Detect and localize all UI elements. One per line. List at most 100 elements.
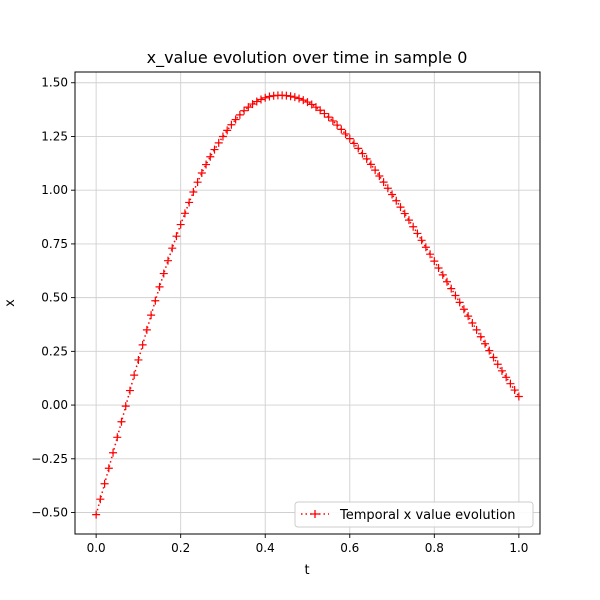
x-tick-label: 0.4 [256, 541, 275, 555]
data-point-marker [189, 188, 198, 197]
legend: Temporal x value evolution [294, 501, 534, 528]
data-point-marker [218, 132, 227, 141]
x-tick-label: 0.2 [171, 541, 190, 555]
data-point-marker [104, 464, 113, 473]
data-point-marker [206, 152, 215, 161]
data-point-marker [362, 154, 371, 163]
data-point-marker [320, 109, 329, 118]
data-point-marker [400, 209, 409, 218]
data-point-marker [476, 332, 485, 341]
y-tick-label: −0.50 [31, 506, 68, 520]
data-point-marker [409, 222, 418, 231]
data-point-marker [324, 113, 333, 122]
data-point-marker [240, 106, 249, 115]
y-axis-ticks: −0.50 −0.25 0.00 0.25 0.50 0.75 1.00 1.25 1.50 [31, 76, 75, 520]
data-point-marker [109, 448, 118, 457]
data-point-marker [100, 479, 109, 488]
data-point-marker [227, 120, 236, 129]
data-point-marker [164, 256, 172, 265]
x-tick-label: 1.0 [509, 541, 528, 555]
data-point-marker [147, 311, 156, 320]
x-axis-label: t [304, 563, 309, 578]
data-point-marker [286, 92, 295, 101]
legend-box [294, 501, 534, 528]
data-point-marker [202, 160, 211, 169]
y-axis-label: x [3, 299, 18, 307]
series-layer [92, 91, 523, 519]
data-point-marker [290, 93, 299, 102]
data-point-marker [92, 510, 101, 519]
data-point-marker [303, 98, 312, 107]
data-point-marker [497, 366, 506, 375]
data-point-marker [447, 284, 456, 293]
data-point-marker [113, 433, 122, 442]
data-point-marker [404, 216, 413, 225]
data-point-marker [472, 325, 481, 334]
data-point-marker [155, 282, 164, 291]
data-point-marker [481, 339, 490, 348]
data-point-marker [502, 373, 511, 382]
data-point-marker [214, 138, 223, 147]
data-point-marker [396, 203, 405, 212]
data-point-marker [421, 243, 430, 252]
data-point-marker [235, 110, 244, 119]
data-point-marker [257, 95, 265, 104]
data-point-marker [451, 291, 460, 300]
x-tick-label: 0.8 [425, 541, 444, 555]
y-tick-label: 1.25 [41, 129, 68, 143]
data-point-marker [514, 392, 523, 401]
legend-marker-plus-icon [311, 510, 319, 518]
data-point-marker [142, 325, 151, 334]
data-point-marker [130, 371, 139, 380]
data-point-marker [159, 269, 168, 278]
data-point-marker [443, 277, 451, 286]
data-point-marker [455, 298, 464, 307]
grid-lines [75, 72, 540, 534]
data-point-marker [197, 169, 206, 177]
data-point-marker [295, 94, 304, 103]
data-point-marker [180, 209, 189, 218]
data-point-marker [438, 270, 447, 279]
y-tick-label: 1.50 [41, 76, 68, 90]
data-point-marker [261, 93, 270, 102]
x-tick-label: 0.6 [340, 541, 359, 555]
data-point-marker [358, 149, 367, 158]
data-point-marker [371, 166, 380, 175]
data-point-marker [341, 129, 350, 138]
legend-label: Temporal x value evolution [339, 508, 516, 523]
data-point-marker [299, 96, 308, 105]
data-point-marker [96, 495, 105, 504]
data-point-marker [121, 402, 130, 411]
y-tick-label: −0.25 [31, 452, 68, 466]
data-point-marker [172, 232, 181, 241]
data-point-marker [430, 257, 439, 266]
y-tick-label: 0.75 [41, 237, 68, 251]
data-point-marker [350, 139, 358, 148]
data-point-marker [354, 144, 363, 153]
data-point-marker [337, 125, 346, 134]
data-point-marker [426, 250, 435, 259]
plot-frame [74, 71, 541, 535]
data-point-marker [138, 340, 147, 349]
data-point-marker [464, 312, 473, 321]
data-point-marker [151, 296, 160, 305]
y-tick-label: 0.00 [41, 398, 68, 412]
data-point-marker [117, 417, 126, 426]
data-point-marker [392, 196, 401, 205]
data-point-marker [231, 115, 240, 124]
data-point-marker [125, 386, 134, 395]
data-point-marker [345, 134, 354, 143]
data-point-marker [417, 236, 426, 245]
chart-title: x_value evolution over time in sample 0 [147, 48, 468, 68]
data-point-marker [168, 244, 177, 253]
y-tick-label: 0.50 [41, 291, 68, 305]
data-point-marker [252, 97, 261, 106]
y-tick-label: 0.25 [41, 344, 68, 358]
data-point-marker [316, 106, 325, 115]
x-tick-label: 0.0 [87, 541, 106, 555]
data-point-marker [223, 126, 232, 135]
data-point-marker [328, 116, 337, 125]
data-point-marker [307, 100, 316, 109]
data-point-marker [366, 160, 375, 169]
